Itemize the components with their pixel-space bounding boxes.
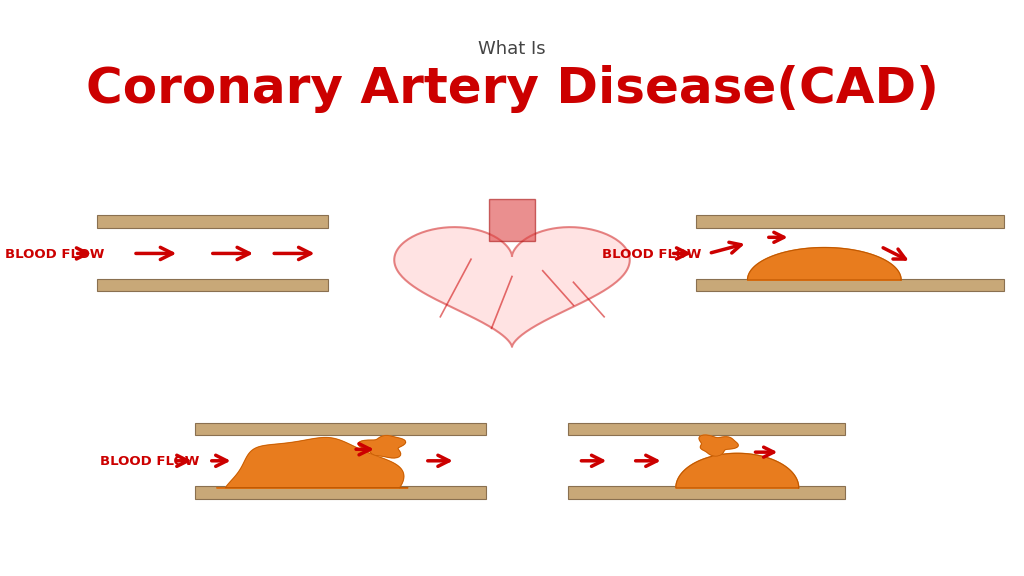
Polygon shape <box>748 248 901 280</box>
Bar <box>97 215 328 228</box>
Bar <box>696 215 1004 228</box>
Polygon shape <box>699 435 738 456</box>
Bar <box>696 279 1004 291</box>
Text: What Is: What Is <box>478 40 546 58</box>
Polygon shape <box>676 453 799 488</box>
Polygon shape <box>358 435 406 458</box>
Text: BLOOD FLOW: BLOOD FLOW <box>602 248 701 261</box>
Polygon shape <box>394 227 630 347</box>
Text: BLOOD FLOW: BLOOD FLOW <box>100 456 200 468</box>
Text: Coronary Artery Disease(CAD): Coronary Artery Disease(CAD) <box>86 65 938 113</box>
Bar <box>568 486 845 499</box>
Bar <box>568 423 845 435</box>
Bar <box>97 279 328 291</box>
Text: BLOOD FLOW: BLOOD FLOW <box>5 248 104 261</box>
Polygon shape <box>216 438 408 488</box>
Bar <box>195 423 486 435</box>
Bar <box>489 199 535 241</box>
Bar <box>195 486 486 499</box>
